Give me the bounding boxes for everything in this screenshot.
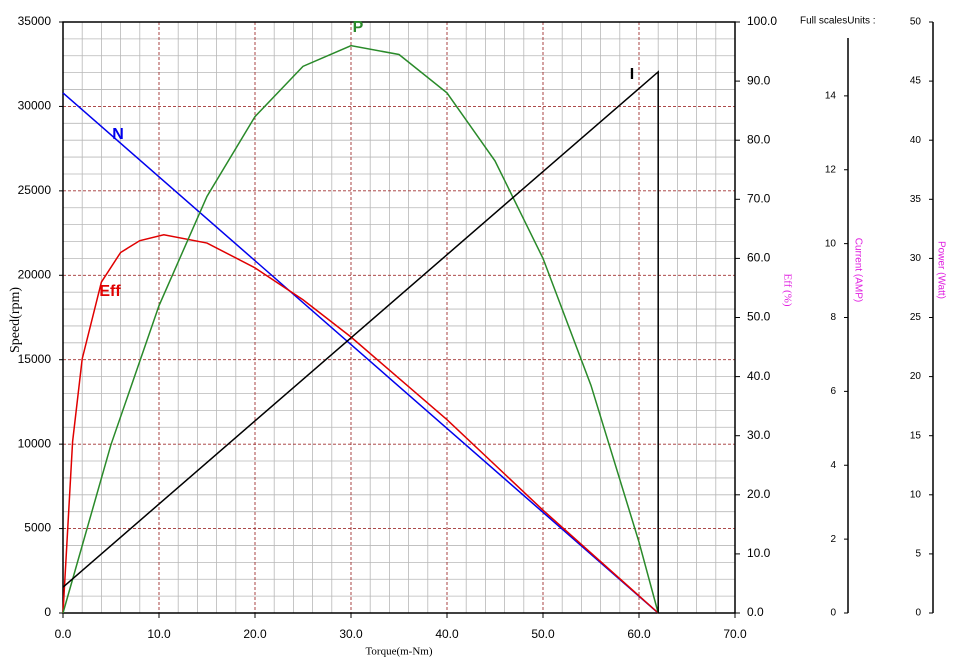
y-tick-label: 25000 [18, 183, 52, 197]
y-axis-label: Speed(rpm) [8, 287, 23, 353]
y4-axis-label: Power (Watt) [935, 241, 946, 299]
y2-tick-label: 0.0 [747, 605, 764, 619]
series-line [62, 70, 659, 613]
y3-tick-label: 4 [830, 460, 836, 471]
y2-tick-label: 70.0 [747, 191, 771, 205]
series-label: N [112, 126, 124, 143]
y4-tick-label: 45 [910, 76, 922, 87]
y-tick-label: 15000 [18, 352, 52, 366]
y3-axis-label: Current (AMP) [852, 238, 863, 302]
x-tick-label: 50.0 [531, 627, 555, 641]
x-axis-label: Torque(m-Nm) [365, 646, 432, 658]
y4-tick-label: 5 [915, 549, 921, 560]
y4-tick-label: 35 [910, 194, 922, 205]
y3-tick-label: 0 [830, 608, 836, 619]
y4-tick-label: 15 [910, 430, 922, 441]
y3-tick-label: 2 [830, 534, 836, 545]
y-tick-label: 10000 [18, 436, 52, 450]
y4-tick-label: 50 [910, 17, 922, 28]
y2-tick-label: 100.0 [747, 14, 777, 28]
y2-tick-label: 20.0 [747, 487, 771, 501]
plot-area [63, 22, 735, 613]
y4-tick-label: 10 [910, 489, 922, 500]
y3-tick-label: 8 [830, 312, 836, 323]
y-tick-label: 30000 [18, 99, 52, 113]
y4-tick-label: 30 [910, 253, 922, 264]
series-label: P [353, 19, 364, 36]
y2-tick-label: 50.0 [747, 310, 771, 324]
y-tick-label: 0 [44, 605, 51, 619]
series-line [62, 233, 659, 614]
x-tick-label: 70.0 [723, 627, 747, 641]
series-line [62, 92, 659, 614]
y-tick-label: 20000 [18, 267, 52, 281]
y2-tick-label: 60.0 [747, 251, 771, 265]
x-tick-label: 40.0 [435, 627, 459, 641]
x-tick-label: 20.0 [243, 627, 267, 641]
y2-tick-label: 80.0 [747, 132, 771, 146]
y2-tick-label: 90.0 [747, 73, 771, 87]
x-tick-label: 30.0 [339, 627, 363, 641]
y4-tick-label: 20 [910, 371, 922, 382]
x-tick-label: 0.0 [55, 627, 72, 641]
y2-axis-label: Eff (%) [781, 273, 793, 306]
series-label: I [630, 66, 634, 83]
series-line [62, 44, 659, 614]
x-tick-label: 60.0 [627, 627, 651, 641]
y4-tick-label: 25 [910, 312, 922, 323]
y4-tick-label: 40 [910, 135, 922, 146]
x-tick-label: 10.0 [147, 627, 171, 641]
y-tick-label: 35000 [18, 14, 52, 28]
y3-tick-label: 6 [830, 386, 836, 397]
y2-tick-label: 10.0 [747, 546, 771, 560]
y3-tick-label: 10 [825, 238, 837, 249]
y2-tick-label: 40.0 [747, 369, 771, 383]
y3-tick-label: 14 [825, 91, 837, 102]
corner-note: Full scalesUnits : [800, 16, 876, 27]
series-label: Eff [99, 283, 121, 300]
y2-tick-label: 30.0 [747, 428, 771, 442]
y3-tick-label: 12 [825, 164, 837, 175]
y4-tick-label: 0 [915, 608, 921, 619]
y-tick-label: 5000 [24, 521, 51, 535]
